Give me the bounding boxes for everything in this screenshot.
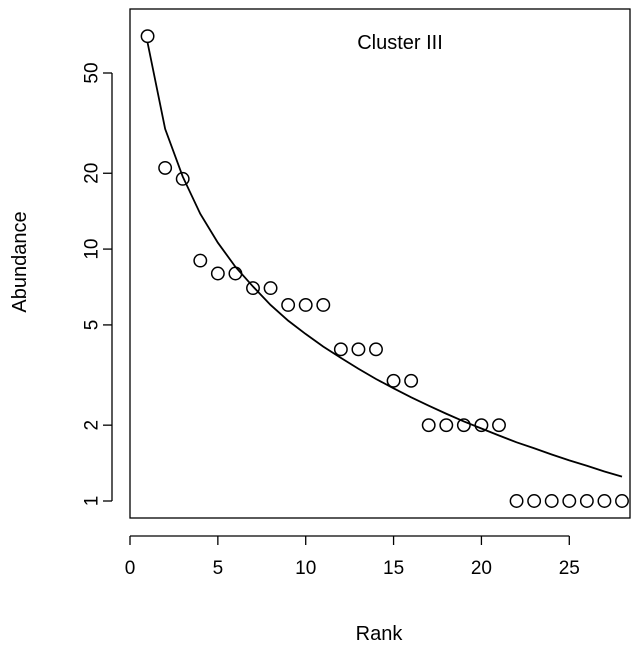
x-tick-label: 20 <box>471 558 492 579</box>
data-point <box>597 494 612 508</box>
fit-curve-layer <box>146 42 623 478</box>
data-point <box>456 418 471 433</box>
data-point <box>158 160 173 175</box>
data-point <box>615 494 629 508</box>
data-point <box>333 342 348 357</box>
y-tick-label: 2 <box>82 420 103 431</box>
x-tick-label: 0 <box>125 558 136 579</box>
data-point <box>263 281 278 296</box>
points-layer <box>140 29 629 508</box>
y-axis-title: Abundance <box>9 211 31 312</box>
fit-curve <box>146 42 623 478</box>
x-axis-title: Rank <box>356 623 404 645</box>
data-point <box>369 342 383 357</box>
data-point <box>527 494 542 508</box>
data-point <box>386 373 401 388</box>
x-tick-label: 25 <box>559 558 580 579</box>
x-tick-label: 5 <box>213 558 224 579</box>
y-tick-label: 50 <box>82 62 103 83</box>
data-point <box>544 494 559 508</box>
data-point <box>492 418 506 433</box>
data-point <box>175 171 190 186</box>
data-point <box>210 266 225 281</box>
data-point <box>509 494 524 508</box>
x-tick-label: 15 <box>383 558 404 579</box>
x-axis: 0 5 10 15 20 25 <box>125 535 580 579</box>
data-point <box>439 418 454 433</box>
data-point <box>404 373 419 388</box>
data-point <box>562 494 577 508</box>
data-point <box>474 418 489 433</box>
y-tick-label: 20 <box>82 163 103 184</box>
data-point <box>316 298 331 312</box>
y-axis: 1 2 5 10 20 50 <box>82 62 113 506</box>
data-point <box>140 29 155 44</box>
data-point <box>281 298 296 312</box>
y-tick-label: 1 <box>82 496 103 507</box>
data-point <box>579 494 594 508</box>
plot-frame <box>129 8 631 519</box>
cluster-annotation: Cluster III <box>357 32 443 54</box>
y-tick-label: 10 <box>82 239 103 260</box>
y-tick-label: 5 <box>82 320 103 331</box>
data-point <box>298 298 313 312</box>
data-point <box>421 418 436 433</box>
data-point <box>193 253 208 268</box>
x-tick-label: 10 <box>295 558 316 579</box>
data-point <box>228 266 243 281</box>
data-point <box>246 281 260 296</box>
data-point <box>351 342 366 357</box>
